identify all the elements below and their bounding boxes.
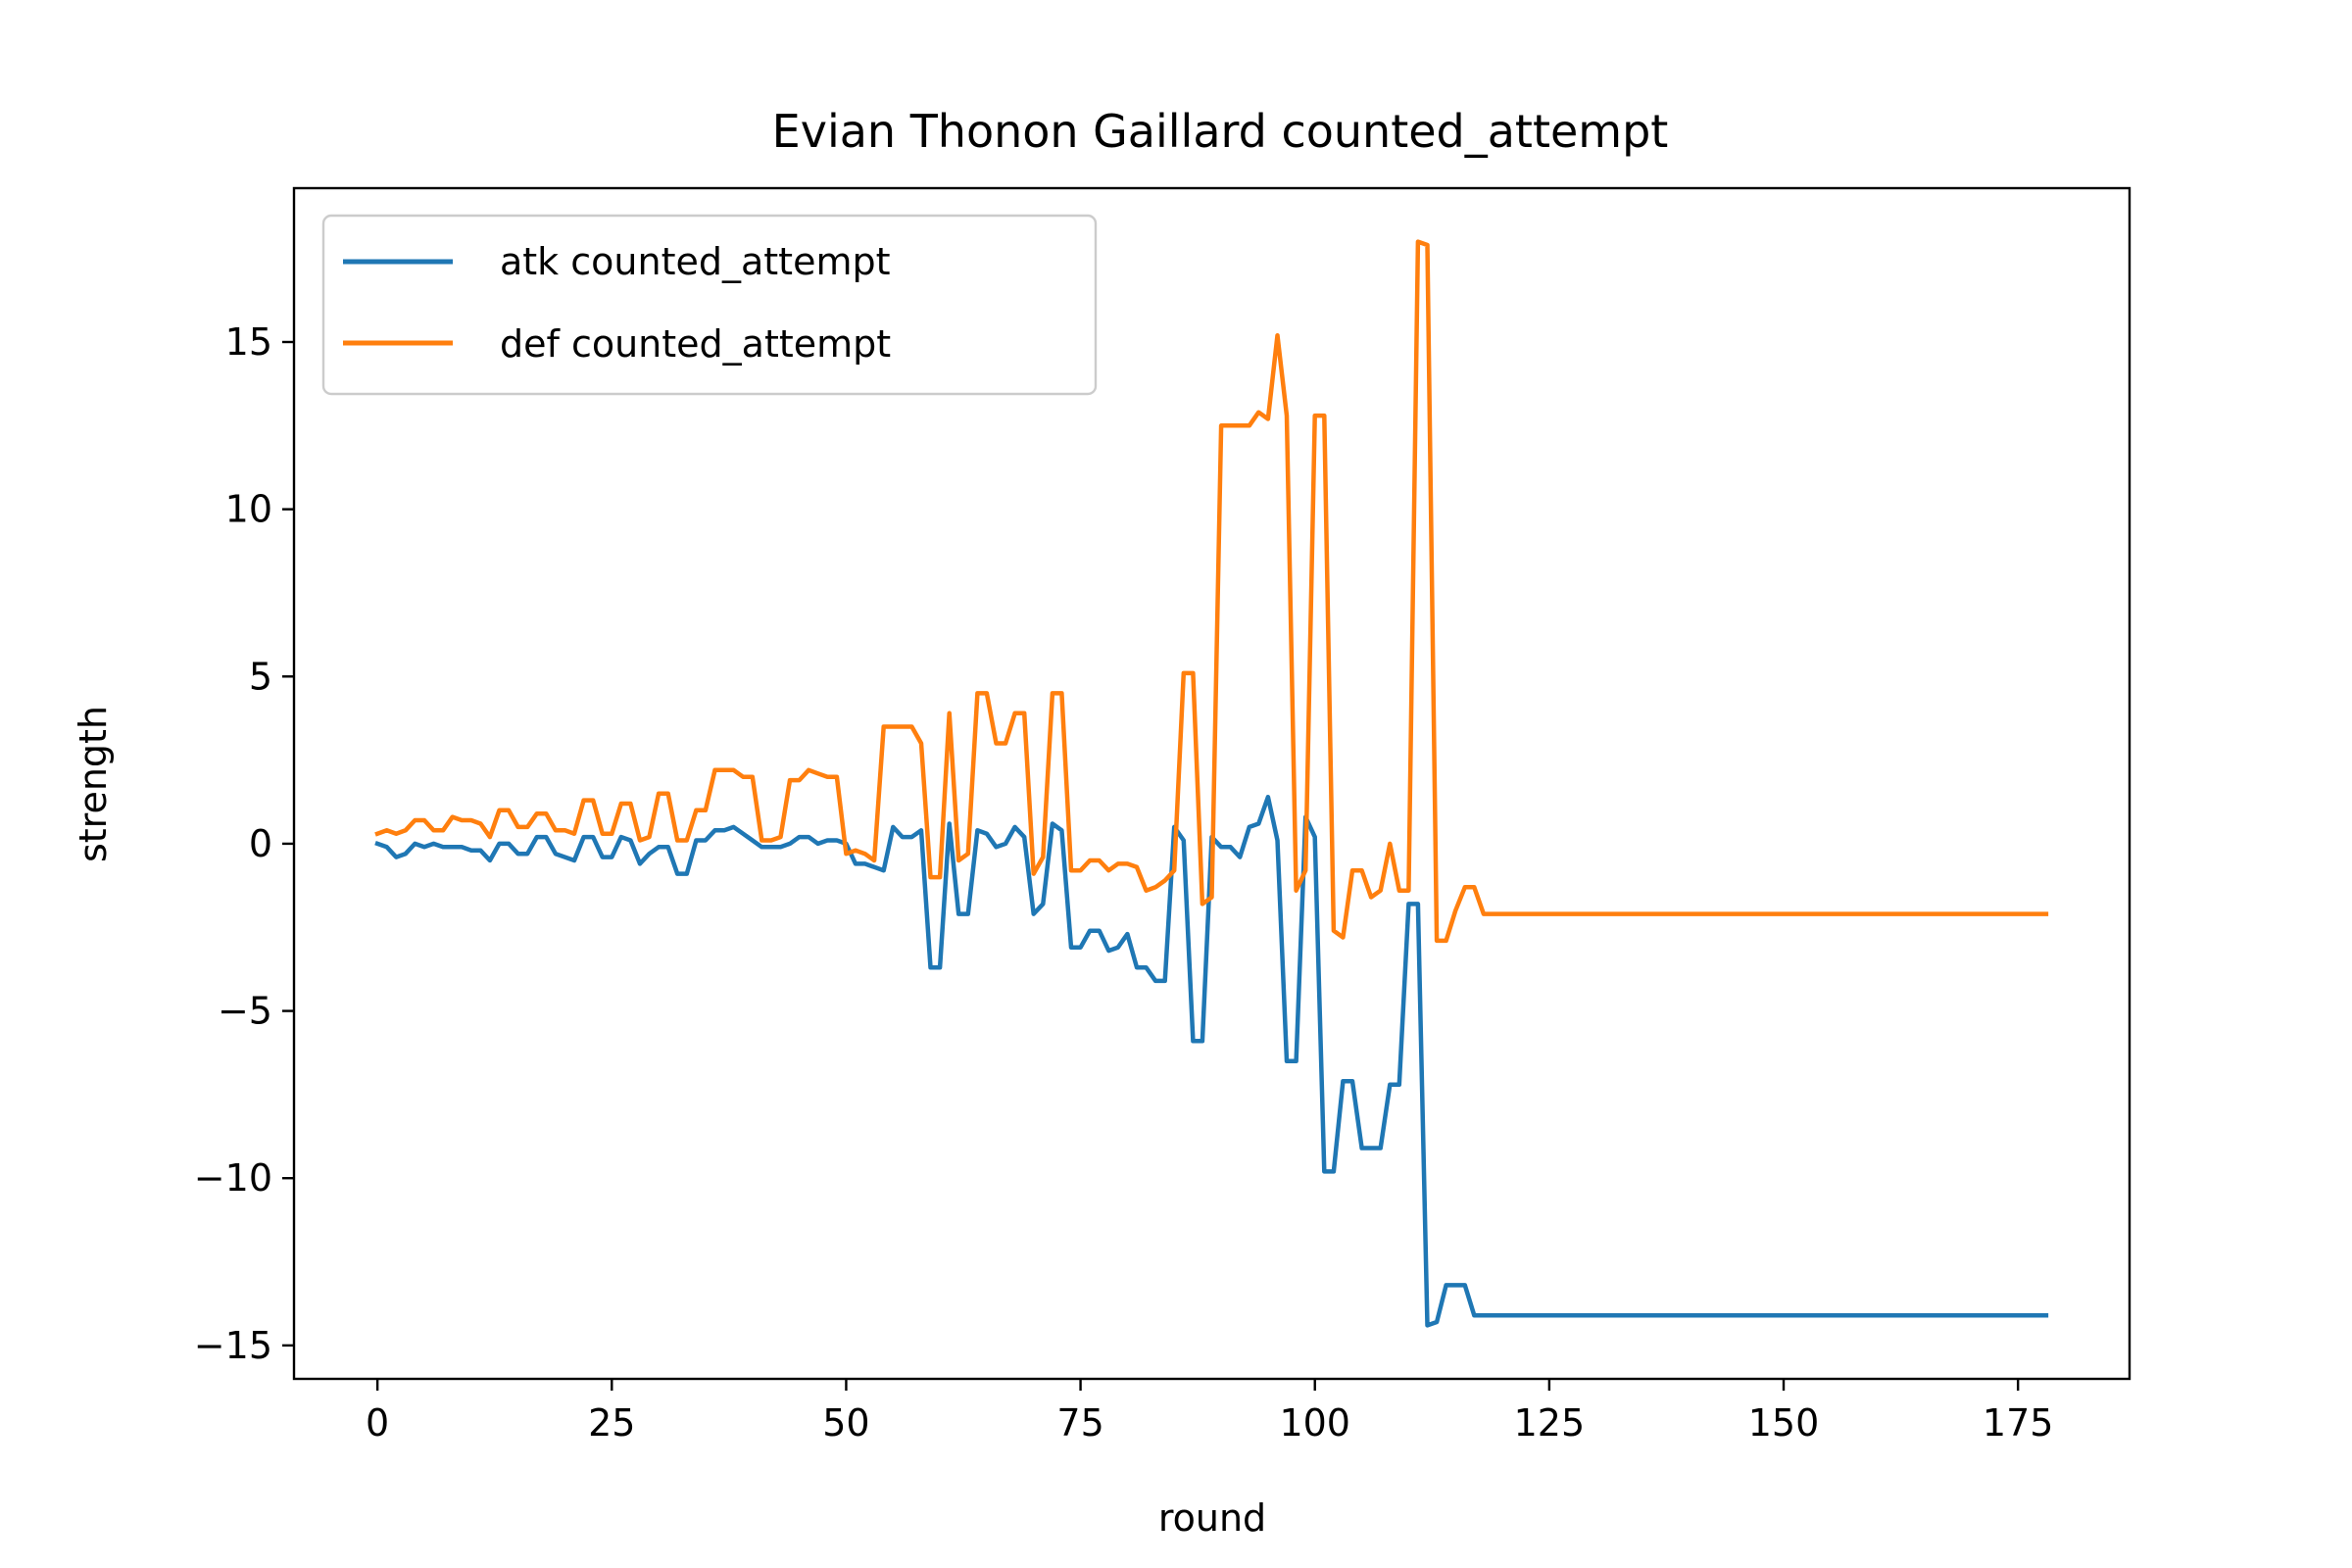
- x-tick-label: 100: [1279, 1401, 1350, 1445]
- series-line-def: [374, 239, 2049, 944]
- y-tick-label: 15: [225, 320, 272, 364]
- x-tick-label: 150: [1748, 1401, 1820, 1445]
- legend-box: [321, 214, 1098, 396]
- y-tick-label: 5: [249, 655, 272, 698]
- series-lines: [374, 239, 2049, 1328]
- legend: atk counted_attempt def counted_attempt: [321, 214, 1098, 396]
- x-tick-label: 75: [1056, 1401, 1103, 1445]
- x-axis-label: round: [1158, 1496, 1266, 1540]
- y-axis-label: strength: [72, 706, 115, 862]
- y-tick-label: 0: [249, 822, 272, 865]
- legend-label-def: def counted_attempt: [500, 322, 891, 366]
- x-tick-label: 50: [822, 1401, 869, 1445]
- x-tick-label: 175: [1983, 1401, 2054, 1445]
- plot-frame: [292, 186, 2132, 1381]
- x-tick-label: 0: [366, 1401, 389, 1445]
- y-tick-label: −10: [194, 1156, 272, 1200]
- chart-title: Evian Thonon Gaillard counted_attempt: [772, 105, 1669, 158]
- plot-area: 0 25 50 75 100 125 150 175 −15 −10 −5 0 5 10 15: [194, 186, 2132, 1445]
- y-tick-label: −5: [218, 990, 272, 1033]
- x-tick-label: 125: [1514, 1401, 1586, 1445]
- y-tick-label: 10: [225, 488, 272, 531]
- legend-label-atk: atk counted_attempt: [500, 240, 890, 283]
- y-axis-ticks: −15 −10 −5 0 5 10 15: [194, 320, 294, 1367]
- x-tick-label: 25: [588, 1401, 635, 1445]
- y-tick-label: −15: [194, 1324, 272, 1367]
- x-axis-ticks: 0 25 50 75 100 125 150 175: [366, 1379, 2053, 1445]
